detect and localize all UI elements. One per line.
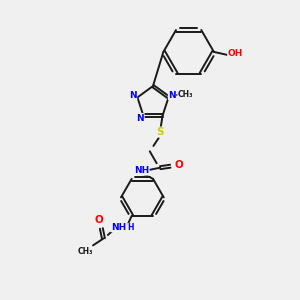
Text: S: S bbox=[157, 127, 164, 137]
Text: CH₃: CH₃ bbox=[178, 90, 193, 99]
Text: N: N bbox=[168, 91, 176, 100]
Text: OH: OH bbox=[228, 50, 243, 58]
Text: H: H bbox=[128, 223, 134, 232]
Text: NH: NH bbox=[111, 223, 126, 232]
Text: O: O bbox=[94, 214, 103, 224]
Text: N: N bbox=[136, 113, 144, 122]
Text: CH₃: CH₃ bbox=[78, 248, 93, 256]
Text: N: N bbox=[129, 92, 137, 100]
Text: NH: NH bbox=[134, 166, 149, 175]
Text: O: O bbox=[174, 160, 183, 170]
